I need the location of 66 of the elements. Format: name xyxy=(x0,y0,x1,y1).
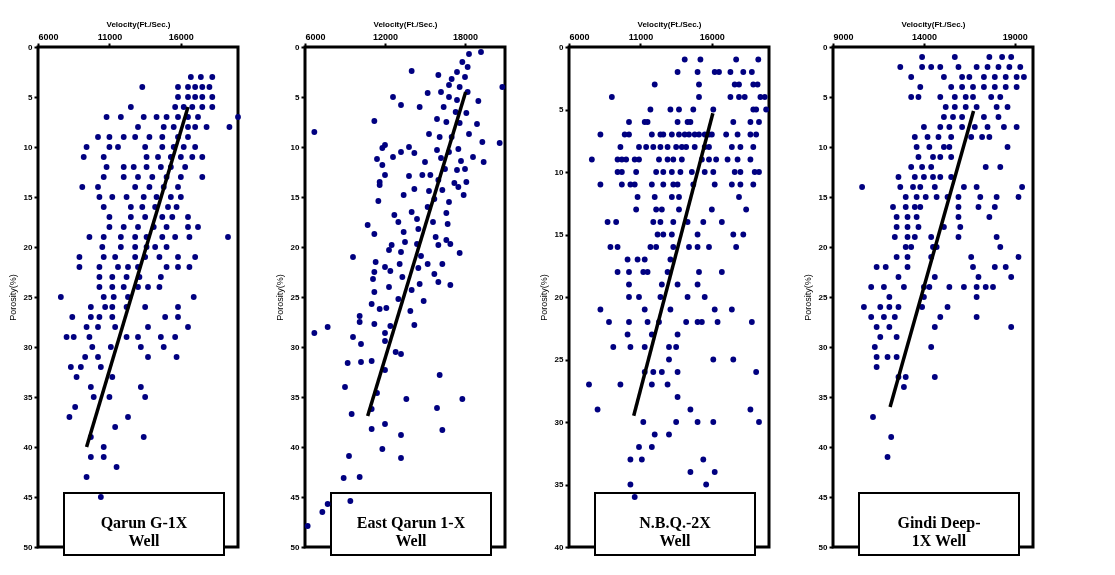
y-tick-label: 35 xyxy=(554,480,565,489)
y-tick-label: 25 xyxy=(23,292,34,302)
x-tick-label: 11000 xyxy=(97,31,123,42)
x-axis-title: Velocity(Ft./Sec.) xyxy=(901,19,966,29)
y-tick-label: 10 xyxy=(818,142,829,152)
annotation: Gindi Deep- 1X Well xyxy=(897,514,981,549)
y-tick-label: 15 xyxy=(554,230,565,239)
y-tick-label: 15 xyxy=(23,192,34,202)
y-tick-label: 10 xyxy=(554,167,565,177)
y-tick-label: 0 xyxy=(823,42,829,52)
y-tick-label: 20 xyxy=(23,242,34,252)
x-tick-label: 19000 xyxy=(1002,31,1028,42)
x-tick-label: 11000 xyxy=(628,31,654,42)
x-tick-label: 16000 xyxy=(699,31,725,42)
x-tick-label: 6000 xyxy=(569,31,590,42)
y-tick-label: 20 xyxy=(554,292,565,302)
x-axis-title: Velocity(Ft./Sec.) xyxy=(637,19,702,29)
y-tick-label: 5 xyxy=(295,92,301,102)
y-tick-label: 5 xyxy=(28,92,34,102)
y-tick-label: 40 xyxy=(818,442,829,452)
y-tick-label: 30 xyxy=(290,342,301,352)
y-tick-label: 5 xyxy=(559,105,565,114)
y-tick-label: 45 xyxy=(818,492,829,502)
x-tick-label: 14000 xyxy=(911,31,937,42)
y-axis-title: Porosity(%) xyxy=(274,274,285,321)
y-tick-label: 10 xyxy=(23,142,34,152)
y-tick-label: 0 xyxy=(28,42,34,52)
x-tick-label: 6000 xyxy=(305,31,326,42)
y-tick-label: 5 xyxy=(823,92,829,102)
y-tick-label: 50 xyxy=(290,542,301,552)
y-tick-label: 45 xyxy=(290,492,301,502)
y-tick-label: 30 xyxy=(554,417,565,427)
x-tick-label: 9000 xyxy=(833,31,854,42)
y-axis-title: Porosity(%) xyxy=(7,274,18,321)
y-tick-label: 45 xyxy=(23,492,34,502)
x-axis-title: Velocity(Ft./Sec.) xyxy=(106,19,171,29)
annotation: Qarun G-1X Well xyxy=(100,514,188,549)
y-tick-label: 25 xyxy=(818,292,829,302)
y-tick-label: 10 xyxy=(290,142,301,152)
y-axis-title: Porosity(%) xyxy=(538,274,549,321)
y-tick-label: 0 xyxy=(295,42,301,52)
x-tick-label: 16000 xyxy=(168,31,194,42)
y-tick-label: 40 xyxy=(23,442,34,452)
annotation: East Qarun 1-X Well xyxy=(356,514,466,549)
y-tick-label: 40 xyxy=(554,542,565,552)
y-tick-label: 40 xyxy=(290,442,301,452)
y-tick-label: 50 xyxy=(23,542,34,552)
x-axis-title: Velocity(Ft./Sec.) xyxy=(373,19,438,29)
x-tick-label: 18000 xyxy=(452,31,479,42)
y-tick-label: 0 xyxy=(559,42,565,52)
y-tick-label: 20 xyxy=(290,242,301,252)
y-tick-label: 25 xyxy=(290,292,301,302)
y-tick-label: 15 xyxy=(290,192,301,202)
y-tick-label: 50 xyxy=(818,542,829,552)
annotation: N.B.Q.-2X Well xyxy=(639,514,712,549)
y-tick-label: 35 xyxy=(290,392,301,402)
y-tick-label: 15 xyxy=(818,192,829,202)
y-tick-label: 30 xyxy=(23,342,34,352)
x-tick-label: 12000 xyxy=(372,31,399,42)
y-tick-label: 35 xyxy=(818,392,829,402)
y-tick-label: 25 xyxy=(554,355,565,364)
x-tick-label: 6000 xyxy=(38,31,59,42)
y-tick-label: 35 xyxy=(23,392,34,402)
y-tick-label: 30 xyxy=(818,342,829,352)
y-tick-label: 20 xyxy=(818,242,829,252)
y-axis-title: Porosity(%) xyxy=(802,274,813,321)
